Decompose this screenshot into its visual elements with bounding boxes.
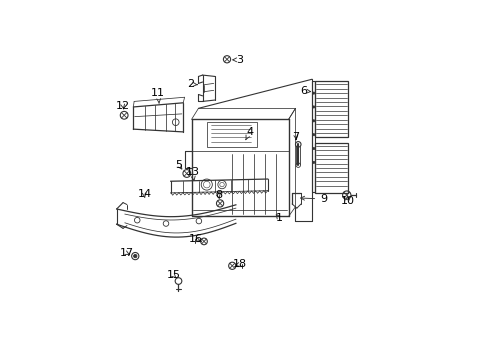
Bar xyxy=(312,81,316,192)
Bar xyxy=(315,81,348,137)
Text: 13: 13 xyxy=(185,167,199,180)
Text: 1: 1 xyxy=(275,213,282,223)
Bar xyxy=(207,122,257,147)
Circle shape xyxy=(134,255,137,258)
Text: 10: 10 xyxy=(341,195,355,206)
Text: 9: 9 xyxy=(301,194,327,204)
Circle shape xyxy=(313,161,315,163)
Circle shape xyxy=(313,134,315,136)
Text: 17: 17 xyxy=(120,248,134,258)
Text: 7: 7 xyxy=(293,132,299,142)
Text: 4: 4 xyxy=(246,127,253,140)
Text: 18: 18 xyxy=(232,260,246,269)
Circle shape xyxy=(313,120,315,122)
Bar xyxy=(315,143,348,193)
Circle shape xyxy=(313,92,315,94)
Text: 8: 8 xyxy=(215,190,222,200)
Text: 14: 14 xyxy=(137,189,151,199)
Text: 3: 3 xyxy=(233,55,244,65)
Text: 5: 5 xyxy=(175,160,183,170)
Circle shape xyxy=(313,148,315,150)
Circle shape xyxy=(313,106,315,108)
Text: 15: 15 xyxy=(167,270,180,280)
Text: 12: 12 xyxy=(116,102,130,111)
Text: 2: 2 xyxy=(187,79,197,89)
Text: 6: 6 xyxy=(300,86,311,96)
Text: 16: 16 xyxy=(189,234,203,244)
Text: 11: 11 xyxy=(151,87,165,103)
